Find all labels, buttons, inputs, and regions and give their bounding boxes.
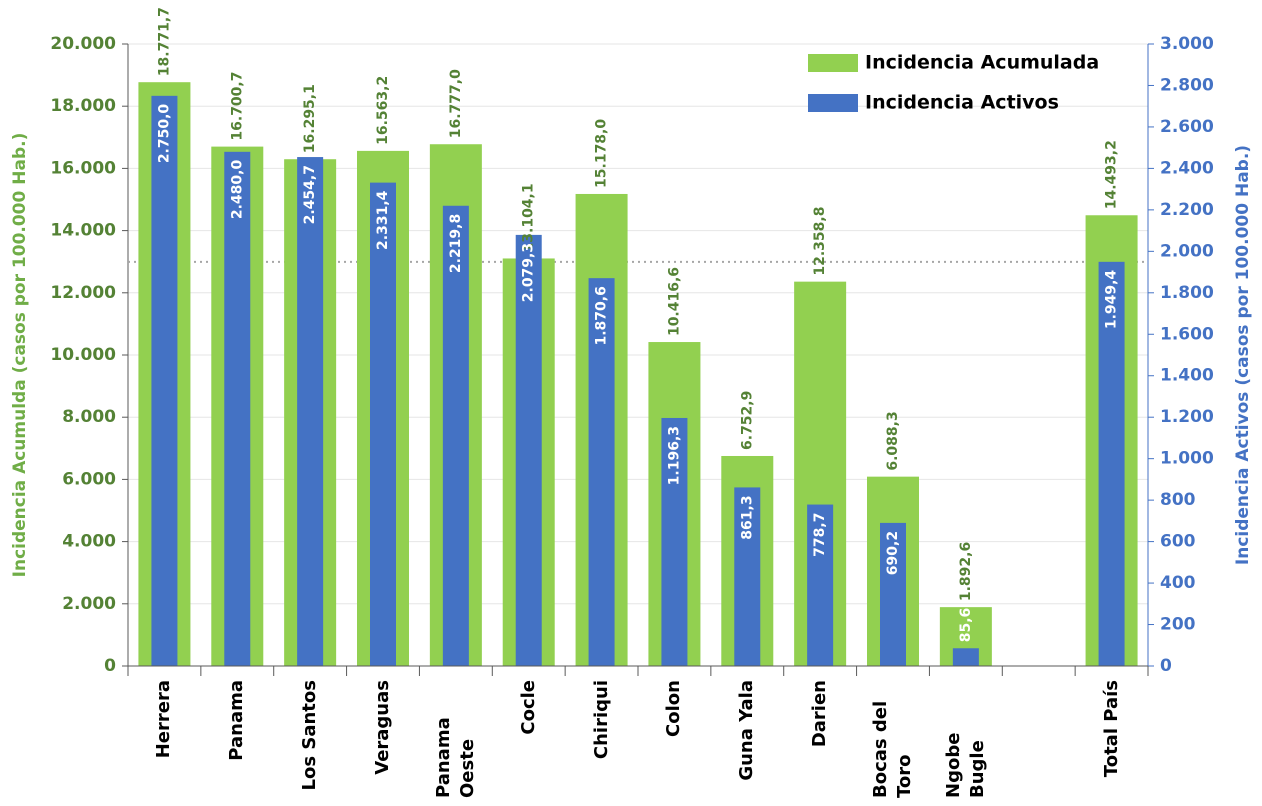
x-tick-label: Bocas del Toro [870,700,915,798]
x-tick-label: Herrera [153,680,175,759]
y-tick-label: 4.000 [62,532,116,552]
bar [588,278,615,666]
x-tick-label: Veraguas [372,680,393,775]
bar [952,648,979,666]
bar [370,182,396,667]
y2-tick-label: 1.600 [1160,324,1214,344]
value-label: 16.295,1 [302,84,318,153]
legend-label: Incidencia Activos [865,92,1059,114]
y-tick-label: 2.000 [62,594,116,614]
y-tick-label: 18.000 [50,96,116,116]
y2-tick-label: 2.000 [1160,241,1214,261]
value-label: 2.480,0 [229,160,245,220]
x-tick-label: Guna Yala [736,680,758,781]
value-label: 778,7 [812,513,828,557]
value-label: 1.949,4 [1104,270,1120,330]
value-label: 861,3 [739,495,755,539]
y-tick-label: 6.000 [62,469,116,489]
x-tick-label: Colon [663,680,685,737]
value-label: 2.079,3 [521,243,537,302]
bar [1098,261,1125,666]
y-tick-label: 0 [104,656,116,676]
y2-tick-label: 1.000 [1160,449,1214,469]
value-label: 2.750,0 [156,104,172,164]
y2-tick-label: 2.800 [1160,75,1214,95]
value-label: 690,2 [885,531,901,575]
value-label: 1.892,6 [958,542,974,601]
y2-tick-label: 1.800 [1160,283,1214,303]
value-label: 6.752,9 [739,391,755,450]
bar [880,522,906,666]
y2-tick-label: 1.400 [1160,366,1214,386]
bar [515,234,542,667]
x-tick-label: Los Santos [299,680,321,791]
value-label: 16.777,0 [448,69,464,138]
y-axis-title: Incidencia Acumulda (casos por 100.000 H… [10,133,30,578]
value-label: 16.700,7 [229,72,245,141]
value-label: 85,6 [958,608,974,643]
y-tick-label: 20.000 [50,34,116,54]
x-tick-label: Ngobe Bugle [942,732,988,798]
y-tick-label: 10.000 [50,345,116,365]
value-label: 15.178,0 [594,119,610,188]
value-label: 18.771,7 [156,7,172,76]
value-label: 14.493,2 [1104,140,1120,209]
x-tick-label: Chiriqui [590,680,612,760]
legend-label: Incidencia Acumulada [865,52,1099,74]
bar [734,487,761,666]
y2-tick-label: 2.400 [1160,158,1214,178]
value-label: 1.870,6 [594,286,610,345]
x-tick-label: Cocle [517,680,539,735]
bar [442,205,469,666]
legend-swatch [808,94,858,112]
value-label: 2.219,8 [448,214,464,273]
value-label: 10.416,6 [666,267,682,336]
y2-tick-label: 0 [1160,656,1172,676]
y-tick-label: 8.000 [62,407,116,427]
value-label: 2.454,7 [302,165,318,224]
x-tick-label: Panama Oeste [432,717,478,798]
value-label: 13.104,1 [521,183,537,252]
bar [297,157,324,666]
bar [224,151,251,666]
y2-tick-label: 800 [1160,490,1196,510]
y2-tick-label: 600 [1160,532,1196,552]
x-tick-label: Darien [809,680,831,748]
y-tick-label: 14.000 [50,221,116,241]
y2-axis-title: Incidencia Activos (casos por 100.000 Ha… [1233,145,1253,565]
y2-tick-label: 400 [1160,573,1196,593]
y2-tick-label: 2.600 [1160,117,1214,137]
y-tick-label: 16.000 [50,158,116,178]
value-label: 12.358,8 [812,207,828,276]
bar [807,504,834,666]
value-label: 2.331,4 [375,190,391,250]
y-tick-label: 12.000 [50,283,116,303]
x-tick-label: Total País [1100,680,1122,778]
legend-swatch [808,54,858,72]
y2-tick-label: 1.200 [1160,407,1214,427]
y2-tick-label: 2.200 [1160,200,1214,220]
y2-tick-label: 200 [1160,615,1196,635]
bar [661,417,688,666]
value-label: 1.196,3 [666,426,682,485]
bar [151,95,178,667]
value-label: 16.563,2 [375,76,391,145]
value-label: 6.088,3 [885,411,901,470]
x-tick-label: Panama [226,680,248,761]
y2-tick-label: 3.000 [1160,34,1214,54]
